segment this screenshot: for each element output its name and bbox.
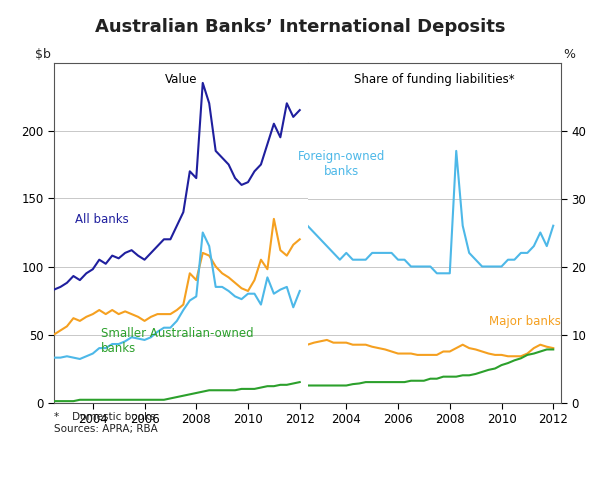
Text: Australian Banks’ International Deposits: Australian Banks’ International Deposits xyxy=(95,18,505,36)
Text: All banks: All banks xyxy=(74,212,128,226)
Text: %: % xyxy=(563,48,575,62)
Text: $b: $b xyxy=(35,48,51,62)
Text: Share of funding liabilities*: Share of funding liabilities* xyxy=(354,72,515,86)
Text: Major banks: Major banks xyxy=(488,314,560,328)
Text: Smaller Australian-owned
banks: Smaller Australian-owned banks xyxy=(101,327,253,355)
Text: Value: Value xyxy=(164,72,197,86)
Text: *    Domestic books
Sources: APRA; RBA: * Domestic books Sources: APRA; RBA xyxy=(54,412,158,434)
Text: Foreign-owned
banks: Foreign-owned banks xyxy=(298,150,385,178)
